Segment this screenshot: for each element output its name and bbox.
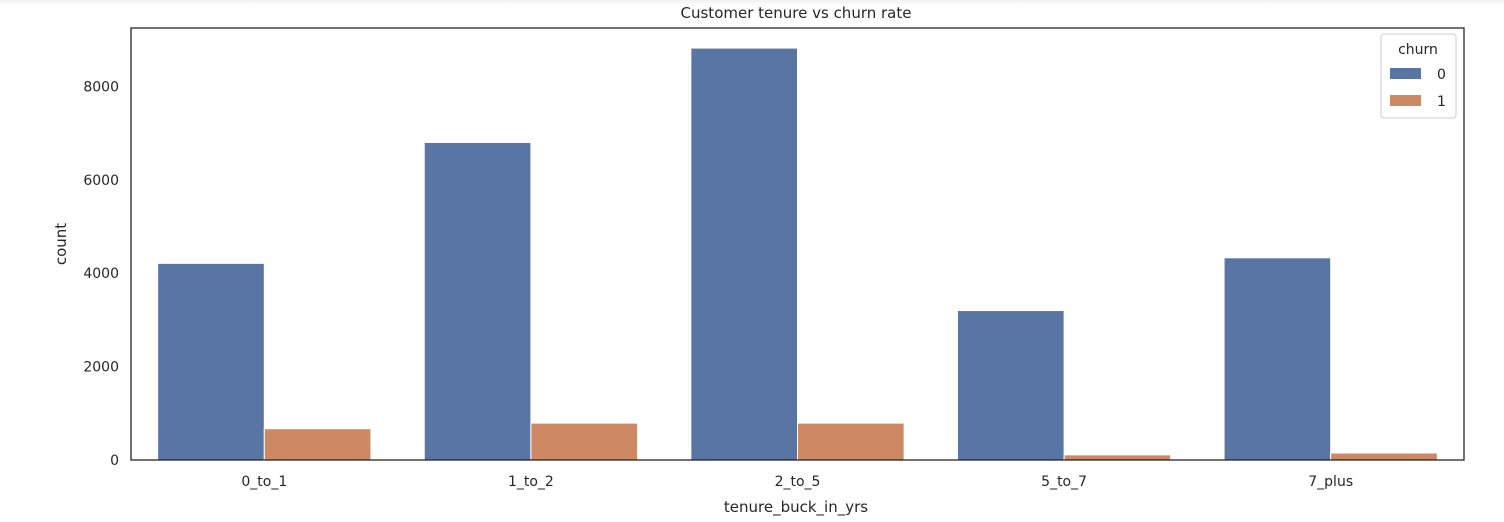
x-tick-label: 1_to_2: [508, 474, 554, 490]
bar-5_to_7-churn-1: [1063, 454, 1172, 461]
bar-7_plus-churn-0: [1223, 257, 1332, 461]
x-tick-label: 0_to_1: [241, 474, 287, 490]
bar-2_to_5-churn-1: [797, 422, 905, 461]
bars-group: [157, 47, 1438, 461]
y-tick-label: 0: [110, 453, 119, 469]
y-tick-label: 2000: [83, 360, 119, 376]
bar-2_to_5-churn-0: [690, 47, 798, 461]
y-tick-label: 8000: [83, 79, 119, 95]
legend-label-0: 0: [1437, 67, 1446, 83]
y-tick-label: 6000: [83, 173, 119, 189]
x-tick-label: 5_to_7: [1041, 474, 1087, 490]
legend-title: churn: [1398, 42, 1438, 58]
top-shadow: [0, 0, 1504, 6]
legend-swatch-1: [1390, 95, 1421, 106]
y-axis-label: count: [52, 223, 70, 265]
x-tick-label: 7_plus: [1308, 474, 1353, 490]
chart-title: Customer tenure vs churn rate: [681, 4, 912, 22]
legend-label-1: 1: [1437, 94, 1446, 110]
bar-5_to_7-churn-0: [956, 310, 1065, 461]
x-axis-ticks: 0_to_1 1_to_2 2_to_5 5_to_7 7_plus: [241, 474, 1353, 490]
x-axis-label: tenure_buck_in_yrs: [724, 498, 868, 517]
y-tick-label: 4000: [83, 266, 119, 282]
plot-frame: [130, 27, 1465, 461]
legend: churn 0 1: [1380, 33, 1457, 119]
bar-0_to_1-churn-0: [157, 262, 265, 461]
bar-1_to_2-churn-0: [423, 141, 532, 461]
bar-0_to_1-churn-1: [263, 428, 372, 461]
bar-7_plus-churn-1: [1330, 452, 1438, 461]
x-tick-label: 2_to_5: [775, 474, 821, 490]
bar-1_to_2-churn-1: [530, 422, 639, 461]
y-axis-ticks: 0 2000 4000 6000 8000: [83, 79, 119, 469]
legend-swatch-0: [1390, 68, 1421, 79]
